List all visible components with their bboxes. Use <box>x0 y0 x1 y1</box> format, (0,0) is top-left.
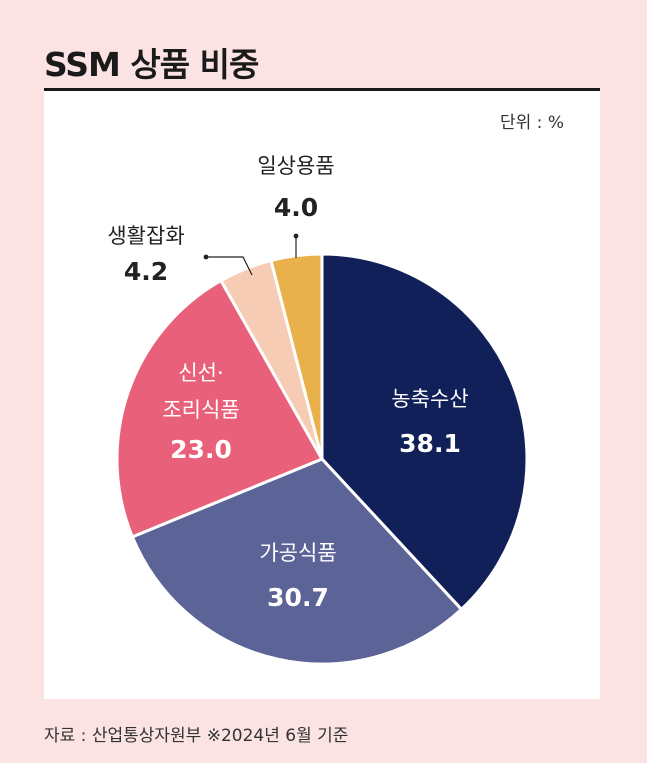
slice-value-4: 4.2 <box>124 257 168 286</box>
pie-slice-1 <box>320 252 529 611</box>
slice-value-3: 23.0 <box>170 435 232 464</box>
unit-label: 단위 : % <box>500 113 564 133</box>
slice-label-1: 농축수산 <box>391 387 468 411</box>
slice-label-3: 신선· <box>178 361 223 385</box>
leader-dot-4 <box>203 254 209 260</box>
leader-line-4 <box>206 256 253 276</box>
leader-dot-5 <box>293 233 299 239</box>
slice-label-2: 가공식품 <box>259 541 336 565</box>
slice-value-5: 4.0 <box>274 193 318 222</box>
slice-value-1: 38.1 <box>399 429 461 458</box>
slice-label-3-line2: 조리식품 <box>162 398 239 422</box>
chart-title: SSM 상품 비중 <box>44 45 259 84</box>
source-note: 자료 : 산업통상자원부 ※2024년 6월 기준 <box>44 726 349 746</box>
pie-slice-2 <box>130 457 463 666</box>
slice-value-2: 30.7 <box>267 583 329 612</box>
slice-label-4: 생활잡화 <box>107 224 184 248</box>
pie-slice-3 <box>115 279 324 539</box>
title-underline <box>44 88 600 91</box>
slice-label-5: 일상용품 <box>257 154 334 178</box>
